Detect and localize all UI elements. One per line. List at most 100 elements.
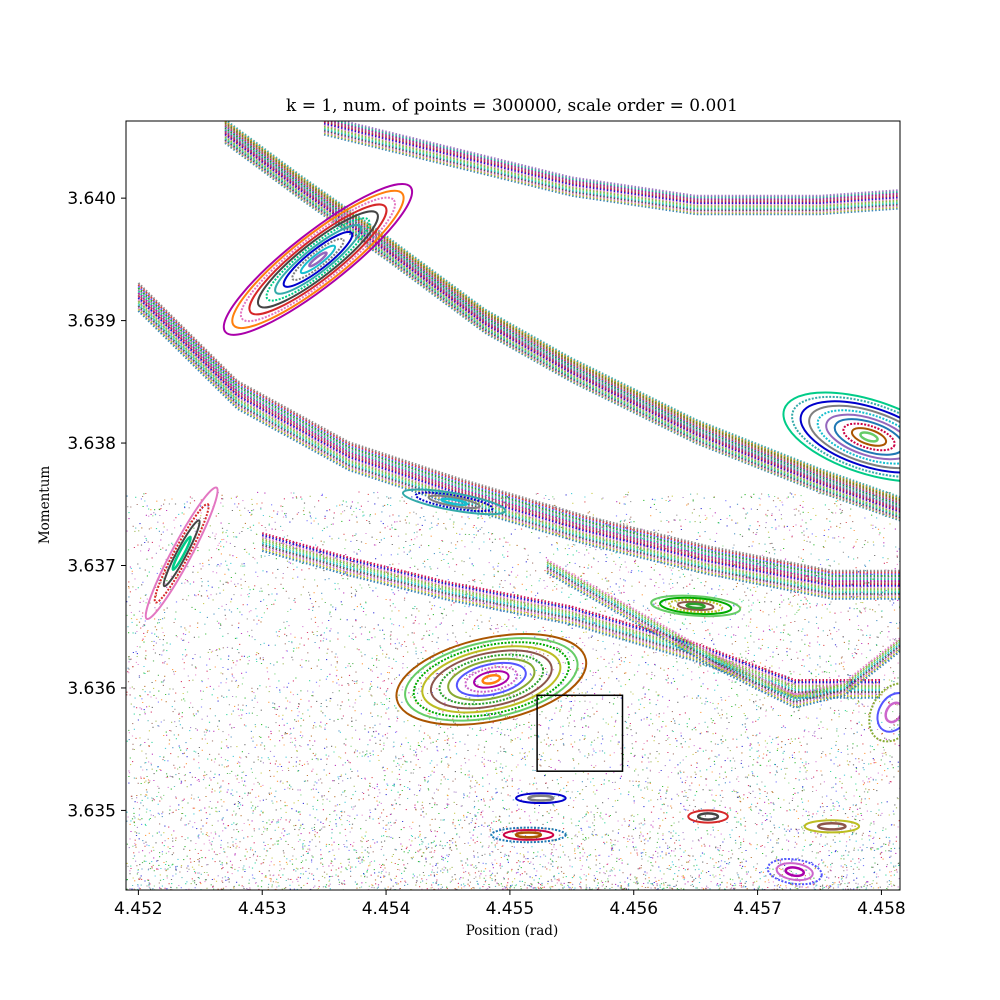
island-orbit — [427, 494, 481, 510]
band-trajectory — [137, 283, 900, 574]
band-trajectory — [261, 549, 882, 699]
island-orbit — [791, 395, 900, 479]
island-orbit — [808, 404, 900, 470]
band-trajectory — [323, 125, 900, 207]
island-orbit — [231, 189, 405, 330]
x-axis: 4.452 4.453 4.454 4.455 4.456 4.457 4.458 — [114, 890, 906, 919]
island-orbit — [144, 486, 219, 621]
island-orbit — [687, 809, 729, 824]
island-orbit — [414, 491, 494, 513]
island-orbit — [859, 431, 879, 443]
band-trajectory — [137, 301, 900, 592]
island-orbit — [481, 673, 502, 685]
island-orbit — [265, 217, 371, 302]
island-orbit — [803, 819, 861, 834]
x-tick-label: 4.457 — [733, 899, 782, 919]
island-orbit — [502, 828, 555, 841]
sea-points — [127, 493, 896, 890]
band-trajectory — [261, 543, 882, 693]
x-tick-label: 4.452 — [114, 899, 163, 919]
island-orbit — [676, 600, 715, 611]
band-trajectory — [261, 532, 882, 682]
sea-points — [126, 493, 900, 890]
band-trajectory — [137, 285, 900, 576]
island-orbit — [153, 502, 210, 604]
band-trajectory — [323, 126, 900, 209]
y-tick-label: 3.639 — [67, 312, 116, 332]
band-trajectory — [338, 121, 900, 197]
sea-points — [128, 494, 900, 890]
island-orbit — [784, 866, 806, 878]
y-tick-label: 3.637 — [67, 557, 116, 577]
band-trajectory — [323, 122, 900, 204]
island-orbit — [659, 596, 733, 616]
plot-area — [126, 121, 900, 890]
island-orbit — [421, 645, 562, 714]
island-orbit — [395, 632, 588, 726]
x-tick-label: 4.455 — [486, 899, 535, 919]
x-tick-label: 4.456 — [609, 899, 658, 919]
band-trajectory — [327, 121, 900, 200]
island-orbit — [455, 661, 527, 697]
band-trajectory — [137, 295, 900, 585]
band-trajectory — [323, 129, 900, 211]
chaotic-sea — [126, 491, 900, 890]
x-tick-label: 4.453 — [238, 899, 287, 919]
island-orbit — [401, 488, 507, 516]
band-trajectory — [137, 310, 900, 600]
sea-points — [126, 493, 900, 890]
band-trajectory — [137, 303, 900, 594]
x-axis-label: Position (rad) — [466, 923, 558, 939]
island-orbit — [464, 665, 519, 693]
island-orbit — [766, 857, 823, 886]
band-trajectory — [137, 288, 900, 579]
island-orbit — [685, 602, 706, 610]
island-orbit — [299, 244, 337, 275]
band-trajectory — [137, 306, 900, 597]
y-tick-label: 3.636 — [67, 679, 116, 699]
resonance-islands — [144, 182, 900, 886]
sea-points — [126, 491, 892, 890]
band-trajectory — [261, 545, 882, 695]
island-orbit — [650, 594, 742, 618]
sea-points — [126, 492, 900, 890]
island-orbit — [876, 692, 900, 733]
band-trajectory — [137, 287, 900, 577]
band-trajectory — [261, 538, 882, 688]
island-orbit — [842, 422, 896, 452]
band-trajectory — [261, 536, 882, 686]
island-orbit — [817, 821, 847, 831]
sea-points — [127, 491, 900, 890]
band-trajectory — [137, 293, 900, 584]
band-trajectory — [261, 547, 882, 697]
chart-title: k = 1, num. of points = 300000, scale or… — [286, 96, 738, 116]
island-orbit — [412, 641, 570, 718]
island-orbit — [291, 237, 345, 281]
trajectory-bands — [137, 121, 900, 709]
island-orbit — [514, 831, 543, 839]
sea-points — [126, 493, 895, 890]
island-orbit — [429, 649, 553, 710]
band-trajectory — [225, 121, 900, 499]
island-orbit — [833, 418, 900, 456]
island-orbit — [775, 862, 814, 882]
x-tick-label: 4.458 — [857, 899, 906, 919]
band-trajectory — [323, 127, 900, 210]
island-orbit — [782, 391, 900, 483]
band-trajectory — [137, 308, 900, 598]
band-trajectory — [261, 541, 882, 691]
band-trajectory — [137, 298, 900, 589]
island-orbit — [274, 224, 362, 295]
sea-points — [130, 493, 900, 890]
band-trajectory — [323, 121, 900, 202]
band-trajectory — [323, 130, 900, 213]
island-orbit — [884, 701, 900, 724]
island-orbit — [256, 210, 379, 309]
island-orbit — [825, 413, 900, 461]
sea-points — [126, 492, 900, 890]
y-tick-label: 3.635 — [67, 801, 116, 821]
sea-points — [127, 493, 898, 890]
island-orbit — [239, 196, 397, 323]
sea-points — [128, 494, 900, 890]
